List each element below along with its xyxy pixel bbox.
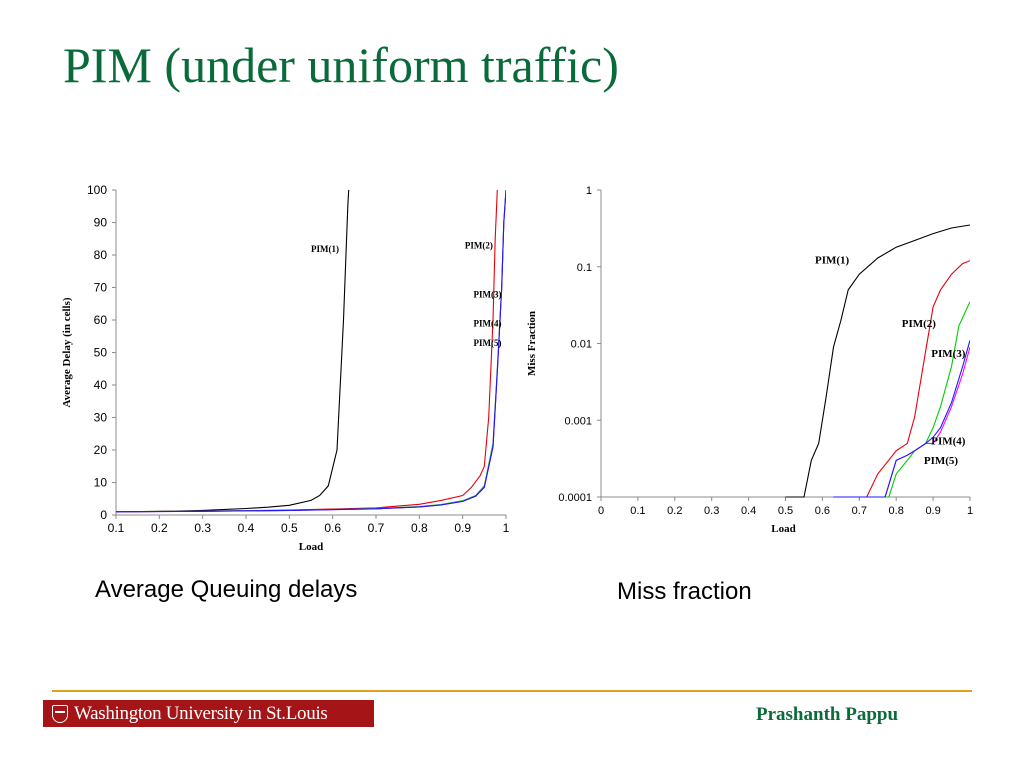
chart-1-x-tick-label: 0.1 — [630, 505, 645, 517]
chart-0-x-tick-label: 0.5 — [281, 521, 298, 535]
footer-rule — [52, 690, 972, 692]
chart-0-x-tick-label: 0.6 — [324, 521, 341, 535]
chart-0-series-pim4-line — [116, 189, 506, 513]
chart-1-x-tick-label: 0.9 — [925, 505, 940, 517]
chart-1-y-tick-label: 0.0001 — [558, 492, 592, 504]
chart-1-y-tick-label: 0.1 — [577, 262, 592, 274]
chart-0-y-tick-label: 100 — [87, 183, 107, 197]
chart-0-x-tick-label: 0.1 — [108, 521, 125, 535]
chart-0-x-tick-label: 0.9 — [454, 521, 471, 535]
chart-1-x-tick-label: 0.8 — [889, 505, 904, 517]
chart-0-y-tick-label: 90 — [94, 216, 108, 230]
chart-1-annotation-pim1: PIM(1) — [815, 255, 850, 267]
chart-1-series-pim1-line — [785, 224, 970, 498]
chart-1-series-group — [785, 224, 970, 498]
chart-0-x-axis-label: Load — [299, 541, 323, 553]
chart-1-x-tick-label: 0.6 — [815, 505, 830, 517]
delay-chart: 0.1 0.2 0.3 0.4 0.5 0.6 0.7 0.8 0.9 1010203040506… — [61, 183, 510, 553]
chart-1-annotation-pim2: PIM(2) — [902, 318, 937, 330]
chart-0-series-pim1-line — [116, 189, 350, 513]
chart-0-y-axis-label: Average Delay (in cells) — [61, 297, 73, 407]
slide-title: PIM (under uniform traffic) — [63, 37, 619, 93]
chart-0-annotation-pim1: PIM(1) — [311, 244, 339, 254]
chart-0-series-pim2-line — [116, 189, 498, 513]
chart-1-series-pim2-line — [833, 260, 970, 498]
chart-1-x-tick-label: 0.7 — [852, 505, 867, 517]
chart-0-series-pim3-line — [116, 189, 506, 513]
chart-1-annotation-pim4: PIM(4) — [931, 436, 966, 448]
chart-0-annotation-pim3: PIM(3) — [474, 289, 502, 299]
chart-0-y-tick-label: 40 — [94, 378, 108, 392]
chart-0-x-tick-label: 0.2 — [151, 521, 168, 535]
university-logo: Washington University in St.Louis — [43, 700, 374, 727]
chart-1-annotation-pim5: PIM(5) — [924, 455, 959, 467]
chart-0-series-pim5-line — [116, 189, 506, 513]
author-name: Prashanth Pappu — [756, 704, 899, 725]
miss-fraction-chart: 0 0.1 0.2 0.3 0.4 0.5 0.6 0.7 0.8 0.9 1 0.0001 0.001… — [526, 185, 973, 535]
chart-0-x-tick-label: 1 — [503, 521, 510, 535]
chart-0-x-tick-label: 0.7 — [368, 521, 385, 535]
charts-canvas: 0.1 0.2 0.3 0.4 0.5 0.6 0.7 0.8 0.9 1010203040506… — [61, 183, 973, 553]
chart-1-x-tick-label: 0 — [598, 505, 604, 517]
chart-0-y-tick-label: 80 — [94, 248, 108, 262]
chart-0-y-tick-label: 60 — [94, 313, 108, 327]
miss-fraction-caption: Miss fraction — [617, 578, 752, 605]
chart-1-y-tick-label: 0.001 — [564, 415, 592, 427]
chart-0-annotation-pim5: PIM(5) — [474, 338, 502, 348]
university-logo-text: Washington University in St.Louis — [74, 702, 328, 724]
chart-1-x-tick-label: 0.2 — [667, 505, 682, 517]
chart-1-y-tick-label: 0.01 — [571, 339, 592, 351]
chart-1-series-pim3-line — [833, 301, 970, 498]
chart-1-annotation-pim3: PIM(3) — [931, 348, 966, 360]
chart-0-y-tick-label: 30 — [94, 411, 108, 425]
chart-0-x-tick-label: 0.8 — [411, 521, 428, 535]
chart-0-y-tick-label: 20 — [94, 443, 108, 457]
chart-0-y-tick-label: 50 — [94, 346, 108, 360]
chart-1-series-pim4-line — [833, 346, 970, 498]
chart-1-x-axis-label: Load — [771, 523, 795, 535]
chart-0-x-tick-label: 0.3 — [194, 521, 211, 535]
chart-0-y-tick-label: 70 — [94, 281, 108, 295]
chart-1-y-axis-label: Miss Fraction — [526, 311, 538, 376]
chart-0-annotation-pim2: PIM(2) — [465, 241, 493, 251]
delay-chart-caption: Average Queuing delays — [95, 576, 358, 603]
chart-0-x-tick-label: 0.4 — [238, 521, 255, 535]
chart-1-x-tick-label: 0.5 — [778, 505, 793, 517]
chart-0-annotation-pim4: PIM(4) — [474, 319, 502, 329]
chart-1-series-pim5-line — [833, 340, 970, 498]
chart-1-x-tick-label: 1 — [967, 505, 973, 517]
chart-0-series-group — [116, 189, 506, 513]
chart-1-x-tick-label: 0.3 — [704, 505, 719, 517]
chart-1-y-tick-label: 1 — [586, 185, 592, 197]
university-seal-icon — [52, 704, 68, 723]
chart-1-x-tick-label: 0.4 — [741, 505, 756, 517]
chart-0-y-tick-label: 0 — [100, 508, 107, 522]
chart-0-y-tick-label: 10 — [94, 476, 108, 490]
